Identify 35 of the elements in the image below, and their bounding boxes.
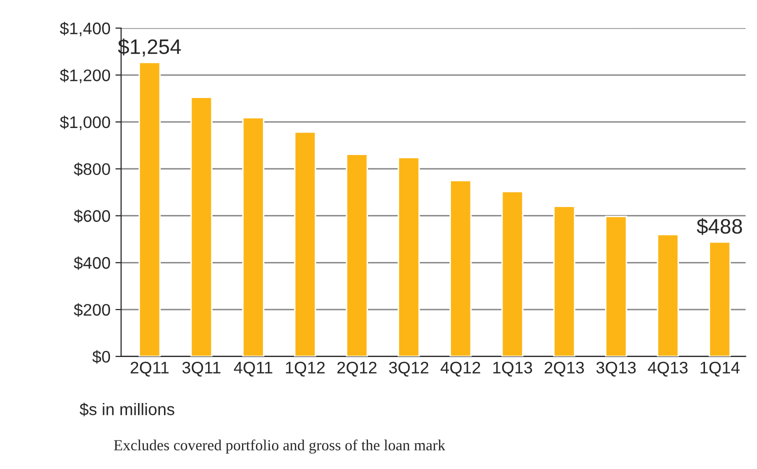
x-tick-label: 2Q13 xyxy=(544,362,584,377)
bar xyxy=(501,190,524,356)
x-tick-label: 1Q13 xyxy=(493,362,532,377)
bar xyxy=(450,180,472,356)
bar xyxy=(553,206,576,356)
x-tick-label: 2Q11 xyxy=(130,362,169,377)
x-tick-label: 1Q14 xyxy=(700,362,740,377)
bar xyxy=(605,216,628,356)
bar xyxy=(346,154,368,356)
y-tick-label: $400 xyxy=(74,256,110,270)
x-tick-label: 4Q11 xyxy=(234,362,272,377)
bar xyxy=(190,96,213,356)
x-tick-label: 3Q12 xyxy=(389,362,428,377)
y-tick-label: $0 xyxy=(92,350,110,364)
x-tick-label: 4Q12 xyxy=(440,362,480,377)
bar xyxy=(242,117,264,356)
y-tick-label: $200 xyxy=(74,303,110,317)
y-tick-label: $1,000 xyxy=(60,116,110,130)
bar xyxy=(656,234,679,356)
x-tick-label: 3Q11 xyxy=(182,362,220,377)
y-tick-label: $600 xyxy=(74,209,110,223)
bar xyxy=(138,62,161,356)
text: $s in millions xyxy=(80,402,174,416)
x-tick-label: 4Q13 xyxy=(648,362,688,377)
x-tick-label: 2Q12 xyxy=(337,362,376,377)
x-tick-label: 1Q12 xyxy=(286,362,325,377)
x-tick-label: 3Q13 xyxy=(596,362,636,377)
bar xyxy=(294,131,316,356)
y-tick-label: $1,400 xyxy=(60,22,110,36)
text: Excludes covered portfolio and gross of the loan mark xyxy=(114,439,446,454)
y-tick-label: $1,200 xyxy=(60,68,110,84)
bar xyxy=(708,241,731,356)
y-tick-label: $800 xyxy=(74,162,110,176)
bar xyxy=(398,156,420,356)
data-label: $488 xyxy=(696,218,742,235)
